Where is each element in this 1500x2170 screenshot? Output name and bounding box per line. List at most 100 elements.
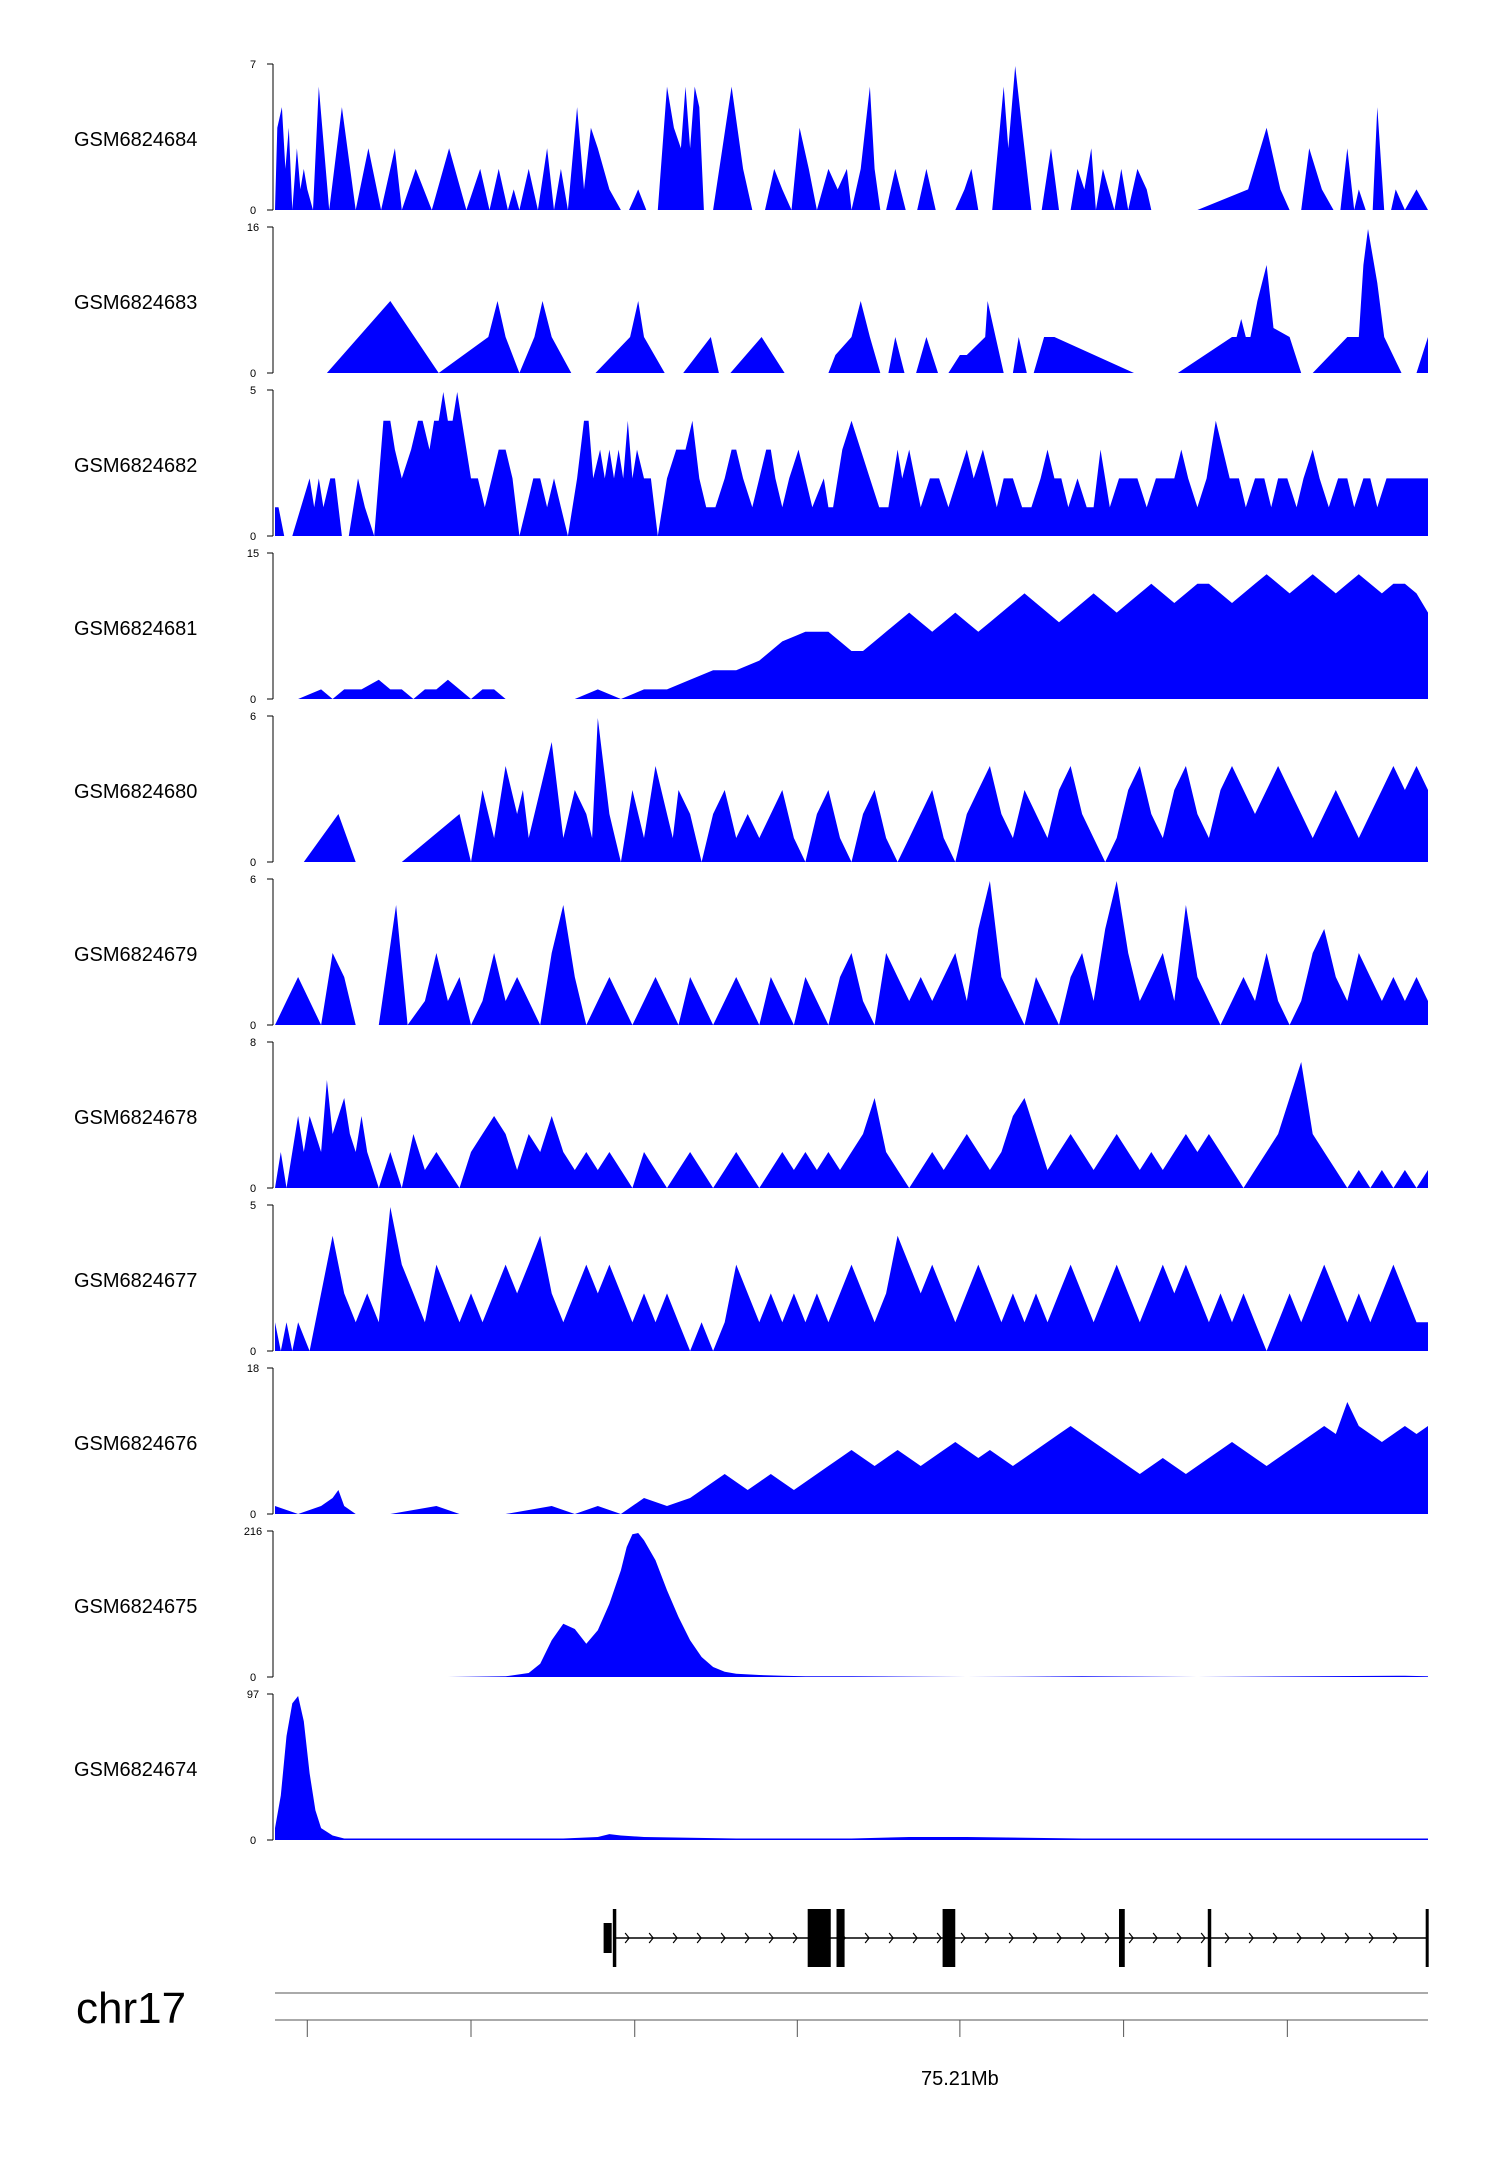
strand-arrow <box>936 1932 942 1944</box>
y-min-label: 0 <box>250 205 256 217</box>
track-GSM6824678: GSM6824678 8 0 <box>74 1037 1428 1195</box>
strand-arrow <box>1248 1932 1254 1944</box>
y-max-label: 5 <box>250 1200 256 1212</box>
track-GSM6824674: GSM6824674 97 0 <box>74 1689 1428 1847</box>
track-GSM6824684: GSM6824684 7 0 <box>74 59 1428 217</box>
track-label: GSM6824678 <box>74 1107 197 1129</box>
strand-arrow <box>960 1932 966 1944</box>
y-max-label: 7 <box>250 59 256 71</box>
y-min-label: 0 <box>250 857 256 869</box>
strand-arrow <box>1200 1932 1206 1944</box>
y-max-label: 15 <box>247 548 259 560</box>
track-GSM6824680: GSM6824680 6 0 <box>74 711 1428 869</box>
y-max-label: 6 <box>250 874 256 886</box>
track-GSM6824676: GSM6824676 18 0 <box>74 1363 1428 1521</box>
strand-arrow <box>1152 1932 1158 1944</box>
strand-arrow <box>792 1932 798 1944</box>
strand-arrow <box>1368 1932 1374 1944</box>
coverage-area <box>275 1207 1428 1351</box>
y-min-label: 0 <box>250 1835 256 1847</box>
y-min-label: 0 <box>250 1672 256 1684</box>
coverage-area <box>275 1696 1428 1840</box>
strand-arrow <box>744 1932 750 1944</box>
track-label: GSM6824683 <box>74 292 197 314</box>
coverage-area <box>275 718 1428 862</box>
strand-arrow <box>864 1932 870 1944</box>
coverage-area <box>275 229 1428 373</box>
y-max-label: 18 <box>247 1363 259 1375</box>
track-GSM6824682: GSM6824682 5 0 <box>74 385 1428 543</box>
track-label: GSM6824681 <box>74 618 197 640</box>
y-max-label: 8 <box>250 1037 256 1049</box>
strand-arrow <box>696 1932 702 1944</box>
track-label: GSM6824682 <box>74 455 197 477</box>
track-GSM6824675: GSM6824675 216 0 <box>74 1526 1428 1684</box>
strand-arrow <box>1176 1932 1182 1944</box>
coverage-tracks: GSM682468470GSM6824683160GSM682468250GSM… <box>74 59 1428 1847</box>
strand-arrow <box>984 1932 990 1944</box>
strand-arrow <box>1080 1932 1086 1944</box>
strand-arrow <box>1320 1932 1326 1944</box>
exon-block <box>603 1923 612 1953</box>
y-max-label: 216 <box>244 1526 262 1538</box>
strand-arrow <box>1008 1932 1014 1944</box>
y-min-label: 0 <box>250 1346 256 1358</box>
strand-arrow <box>1272 1932 1278 1944</box>
exon-block <box>1118 1909 1125 1967</box>
coverage-area <box>275 1062 1428 1188</box>
track-label: GSM6824684 <box>74 129 197 151</box>
y-max-label: 97 <box>247 1689 259 1701</box>
exon-block <box>1207 1909 1212 1967</box>
exon-block <box>1425 1909 1429 1967</box>
exon-block <box>836 1909 845 1967</box>
track-GSM6824677: GSM6824677 5 0 <box>74 1200 1428 1358</box>
strand-arrow <box>1032 1932 1038 1944</box>
track-GSM6824683: GSM6824683 16 0 <box>74 222 1428 380</box>
strand-arrow <box>912 1932 918 1944</box>
coverage-area <box>275 1533 1428 1677</box>
y-min-label: 0 <box>250 1509 256 1521</box>
y-min-label: 0 <box>250 531 256 543</box>
exon-block <box>942 1909 956 1967</box>
strand-arrow <box>624 1932 630 1944</box>
track-GSM6824681: GSM6824681 15 0 <box>74 548 1428 706</box>
y-max-label: 6 <box>250 711 256 723</box>
strand-arrow <box>1128 1932 1134 1944</box>
strand-arrow <box>1104 1932 1110 1944</box>
strand-arrow <box>1056 1932 1062 1944</box>
strand-arrow <box>1224 1932 1230 1944</box>
chromosome-label: chr17 <box>76 1984 186 2033</box>
y-min-label: 0 <box>250 1020 256 1032</box>
strand-arrow <box>648 1932 654 1944</box>
strand-arrow <box>1296 1932 1302 1944</box>
y-max-label: 16 <box>247 222 259 234</box>
track-label: GSM6824675 <box>74 1596 197 1618</box>
track-GSM6824679: GSM6824679 6 0 <box>74 874 1428 1032</box>
strand-arrow <box>672 1932 678 1944</box>
genome-axis: chr17 75.21Mb <box>76 1984 1428 2090</box>
y-min-label: 0 <box>250 694 256 706</box>
y-max-label: 5 <box>250 385 256 397</box>
y-min-label: 0 <box>250 1183 256 1195</box>
strand-arrow <box>888 1932 894 1944</box>
strand-arrow <box>768 1932 774 1944</box>
strand-arrow <box>720 1932 726 1944</box>
track-label: GSM6824676 <box>74 1433 197 1455</box>
track-label: GSM6824677 <box>74 1270 197 1292</box>
track-label: GSM6824680 <box>74 781 197 803</box>
strand-arrow <box>1392 1932 1398 1944</box>
exon-block <box>612 1909 617 1967</box>
coverage-area <box>275 881 1428 1025</box>
y-min-label: 0 <box>250 368 256 380</box>
exon-block <box>807 1909 831 1967</box>
track-label: GSM6824679 <box>74 944 197 966</box>
coverage-area <box>275 392 1428 536</box>
position-label: 75.21Mb <box>921 2068 999 2090</box>
track-label: GSM6824674 <box>74 1759 197 1781</box>
gene-model <box>603 1909 1429 1967</box>
coverage-area <box>275 1402 1428 1514</box>
coverage-area <box>275 66 1428 210</box>
strand-arrow <box>1344 1932 1350 1944</box>
coverage-area <box>275 574 1428 699</box>
